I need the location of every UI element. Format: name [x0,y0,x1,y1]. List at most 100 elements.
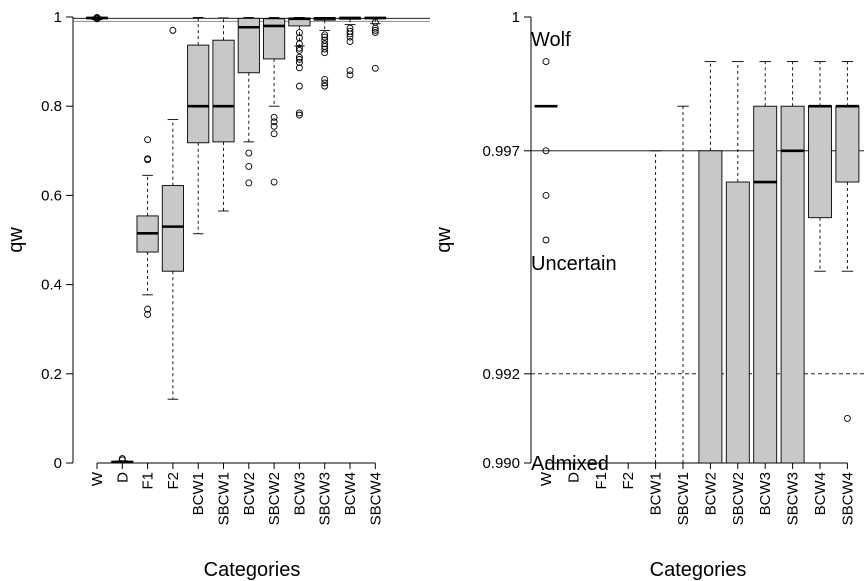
outlier-point [270,122,278,130]
outlier-point [245,149,253,157]
box-BCW3 [288,16,311,119]
iqr-box [187,44,210,144]
outlier-point [295,82,303,90]
box-SBCW4 [364,16,387,72]
outlier-point [295,53,303,61]
outlier-point [295,40,303,48]
category-label: BCW3 [291,472,308,515]
y-tick-label: 0.6 [41,187,62,204]
y-tick-label: 0 [54,455,62,472]
outlier-point [144,156,152,164]
box-SBCW3 [780,61,805,464]
category-label: SBCW4 [839,472,856,525]
outlier-point [270,118,278,126]
category-label: SBCW3 [317,472,334,525]
box-F2 [161,26,184,400]
outlier-point [321,79,329,87]
category-label: F1 [140,472,157,490]
category-label: BCW4 [342,472,359,515]
category-label: BCW1 [648,472,665,515]
outlier-point [144,311,152,318]
box-BCW4 [338,16,362,79]
outlier-point [371,29,379,37]
category-label: SBCW1 [216,472,233,525]
outlier-point [270,113,278,121]
outlier-point [542,191,550,199]
outlier-point [245,179,253,187]
iqr-box [237,17,260,74]
box-SBCW4 [835,61,860,422]
outlier-point [346,33,354,41]
box-BCW1 [649,150,662,463]
outlier-point [321,49,329,57]
category-label: SBCW4 [367,472,384,525]
box-BCW4 [808,61,832,272]
outlier-point [295,47,303,54]
box-SBCW1 [677,105,689,463]
y-tick-label: 0.992 [482,366,520,383]
box-D [111,455,134,464]
outlier-point [542,236,550,244]
category-label: SBCW2 [266,472,283,525]
category-label: W [89,471,106,486]
box-SBCW2 [263,16,286,186]
y-tick-label: 1 [54,9,62,26]
region-label: Uncertain [531,253,617,275]
category-label: SBCW1 [675,472,692,525]
box-SBCW3 [313,16,336,90]
outlier-point [346,67,354,74]
outlier-point [321,45,329,53]
box-BCW3 [753,61,778,464]
x-axis-title: Categories [650,559,747,581]
box-W [85,13,109,23]
panel-2: 0.990 0.992 0.997 1 qw W D F1 F2 BCW1 SBCW1 BCW2 SBC… [433,9,864,581]
y-tick-label: 0.4 [41,277,62,294]
iqr-box [212,39,235,143]
outlier-point [270,130,278,138]
outlier-point [295,59,303,66]
region-label: Wolf [531,29,571,51]
outlier-point [93,15,101,23]
category-label: F2 [165,472,182,490]
box-F1 [136,136,159,318]
box-W [534,58,558,244]
iqr-box [753,105,778,464]
box-BCW2 [237,16,260,187]
category-label: W [538,471,555,486]
region-label: Admixed [531,453,609,475]
outlier-point [295,111,303,119]
x-axis-title: Categories [204,559,301,581]
outlier-point [542,147,550,155]
outlier-point [144,136,152,144]
category-label: F2 [620,472,637,490]
category-label: BCW2 [702,472,719,515]
iqr-box [835,105,860,183]
outlier-point [321,33,329,41]
outlier-point [118,456,126,464]
outlier-point [144,305,152,313]
iqr-box [808,105,832,219]
outlier-point [295,64,303,72]
category-label: SBCW3 [785,472,802,525]
category-label: BCW1 [190,472,207,515]
category-label: D [565,472,582,483]
y-axis-title: qw [433,227,455,253]
outlier-point [346,30,354,38]
outlier-point [542,58,550,66]
outlier-point [295,44,303,52]
outlier-point [270,178,278,186]
outlier-point [371,26,379,34]
box-BCW2 [698,61,723,464]
outlier-point [346,71,354,79]
panel-1: 0 0.2 0.4 0.6 0.8 1 qw W D F1 F2 BCW1 SBCW1 BCW2 SBCW2… [5,9,430,581]
outlier-point [346,38,354,45]
y-tick-label: 0.997 [482,143,520,160]
y-tick-label: 0.8 [41,98,62,115]
category-label: F1 [593,472,610,490]
y-tick-label: 0.2 [41,366,62,383]
category-label: BCW2 [241,472,258,515]
outlier-point [295,109,303,117]
iqr-box [780,105,805,464]
y-tick-label: 0.990 [482,455,520,472]
outlier-point [169,26,177,34]
